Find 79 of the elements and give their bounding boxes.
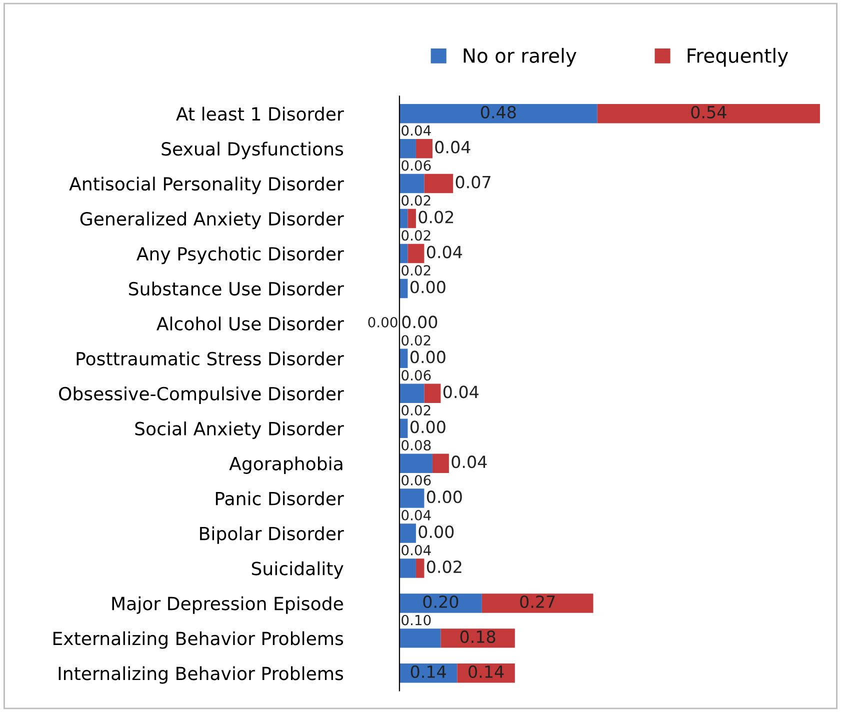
- y-tick-label: Externalizing Behavior Problems: [53, 631, 344, 649]
- data-label: 0.14: [410, 665, 446, 678]
- bar: [416, 138, 432, 158]
- data-label: 0.02: [402, 335, 430, 346]
- data-label: 0.02: [402, 265, 430, 276]
- bar: [399, 348, 408, 368]
- data-label: 0.06: [402, 370, 431, 381]
- data-label: 0.48: [480, 106, 516, 118]
- data-label: 0.27: [520, 595, 555, 608]
- data-label: 0.20: [423, 595, 458, 608]
- data-label: 0.02: [402, 405, 430, 416]
- data-label: 0.04: [402, 544, 431, 556]
- data-label: 0.04: [443, 386, 479, 398]
- data-label: 0.14: [468, 665, 504, 678]
- bar: [399, 244, 408, 264]
- y-tick-label: At least 1 Disorder: [176, 106, 344, 121]
- data-label: 0.00: [410, 280, 446, 294]
- y-tick-label: Substance Use Disorder: [129, 282, 344, 296]
- data-label: 0.00: [418, 525, 454, 538]
- y-tick-label: Panic Disorder: [216, 491, 344, 506]
- data-label: 0.00: [368, 316, 398, 328]
- data-label: 0.07: [456, 176, 490, 188]
- y-tick-label: Agoraphobia: [229, 456, 342, 474]
- data-label: 0.04: [402, 510, 431, 520]
- bar: [424, 384, 441, 403]
- bar: [399, 418, 408, 438]
- bar: [597, 104, 820, 124]
- data-label: 0.00: [410, 420, 446, 434]
- y-tick-label: Any Psychotic Disorder: [136, 246, 344, 264]
- bar: [399, 488, 424, 508]
- legend-label: Frequently: [688, 48, 788, 67]
- y-tick-label: Generalized Anxiety Disorder: [80, 212, 344, 230]
- bar: [399, 174, 424, 194]
- bar: [440, 628, 515, 648]
- y-tick-label: Posttraumatic Stress Disorder: [76, 352, 344, 366]
- bar: [408, 208, 416, 228]
- bar: [399, 104, 598, 124]
- data-label: 0.02: [426, 560, 462, 574]
- data-label: 0.00: [426, 490, 462, 504]
- data-label: 0.06: [402, 160, 431, 171]
- y-tick-label: Obsessive-Compulsive Disorder: [59, 386, 344, 404]
- bar: [408, 244, 424, 264]
- y-tick-label: Alcohol Use Disorder: [156, 316, 344, 331]
- data-label: 0.02: [418, 210, 454, 224]
- legend-label: No or rarely: [464, 48, 576, 67]
- bar: [399, 384, 424, 403]
- data-label: 0.00: [402, 316, 438, 328]
- data-label: 0.18: [460, 630, 496, 644]
- bar: [399, 594, 482, 613]
- bar: [424, 174, 454, 194]
- bar: [399, 524, 416, 543]
- y-tick-label: Antisocial Personality Disorder: [69, 176, 344, 194]
- data-label: 0.04: [435, 140, 470, 154]
- y-tick-label: Suicidality: [252, 561, 344, 579]
- data-label: 0.02: [402, 230, 430, 241]
- bar: [399, 628, 441, 648]
- bar: [457, 664, 515, 683]
- y-tick-label: Social Anxiety Disorder: [135, 421, 344, 439]
- data-label: 0.06: [402, 474, 431, 486]
- y-tick-label: Major Depression Episode: [112, 596, 343, 614]
- data-label: 0.54: [691, 106, 726, 118]
- y-tick-label: Bipolar Disorder: [200, 526, 344, 544]
- y-tick-label: Sexual Dysfunctions: [162, 142, 344, 160]
- data-label: 0.00: [410, 350, 446, 364]
- data-label: 0.04: [452, 456, 487, 468]
- data-label: 0.04: [402, 125, 431, 136]
- bar: [482, 594, 594, 613]
- bar: [416, 558, 424, 578]
- bar: [399, 208, 408, 228]
- data-label: 0.08: [402, 440, 431, 450]
- y-tick-label: Internalizing Behavior Problems: [58, 666, 344, 684]
- bar: [399, 454, 432, 473]
- data-label: 0.04: [426, 246, 462, 258]
- bar: [399, 138, 416, 158]
- bar: [399, 558, 416, 578]
- data-label: 0.02: [402, 195, 430, 206]
- bar: [399, 278, 408, 298]
- data-label: 0.10: [402, 614, 431, 626]
- bar: [432, 454, 449, 473]
